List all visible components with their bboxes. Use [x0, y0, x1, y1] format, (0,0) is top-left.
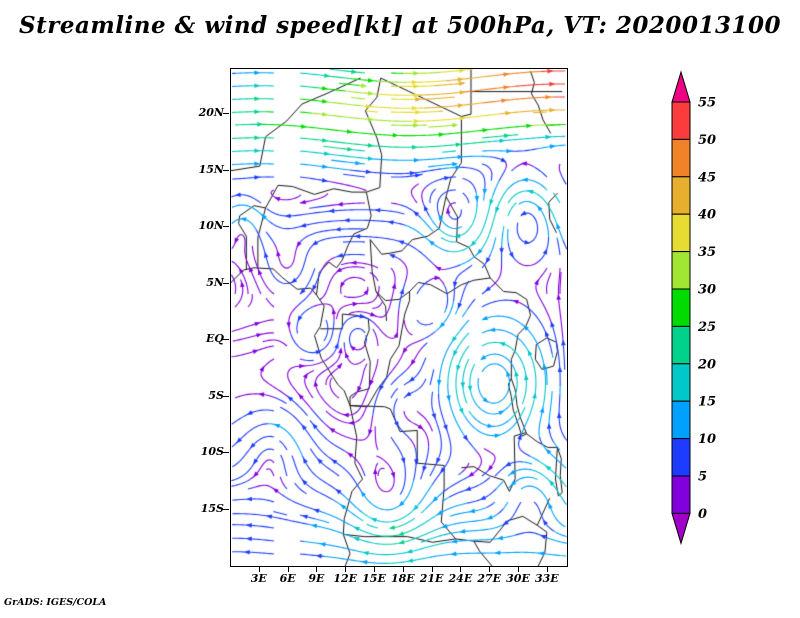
lon-tick-mark — [374, 567, 375, 572]
lat-axis-label: 20N — [198, 106, 224, 120]
colorbar-label: 30 — [698, 283, 716, 298]
colorbar-segment — [671, 176, 691, 215]
colorbar-segment — [671, 400, 691, 440]
lon-tick-mark — [316, 567, 318, 572]
lat-tick-mark — [223, 169, 229, 171]
lon-axis-label: 27E — [477, 572, 502, 585]
lat-tick-mark — [223, 452, 229, 454]
colorbar-label: 35 — [698, 245, 716, 260]
lat-axis-label: 15N — [198, 162, 224, 176]
colorbar-label: 40 — [698, 208, 716, 223]
lat-axis-label: 5S — [208, 388, 224, 402]
colorbar-segment — [671, 138, 691, 178]
lat-tick-mark — [223, 395, 229, 397]
lon-tick-mark — [460, 567, 462, 572]
lon-tick-mark — [345, 567, 347, 572]
colorbar-segment — [671, 251, 691, 290]
colorbar-label: 5 — [698, 470, 707, 485]
lat-tick-mark — [223, 113, 229, 115]
lon-axis-label: 18E — [390, 572, 415, 585]
lat-axis-label: EQ — [206, 332, 224, 346]
lon-axis-label: 33E — [534, 572, 559, 585]
colorbar-segment — [671, 475, 691, 514]
lon-tick-mark — [287, 567, 289, 572]
colorbar-segment — [671, 101, 691, 140]
lon-axis-label: 15E — [362, 572, 386, 585]
colorbar-segment — [671, 438, 691, 477]
lon-tick-mark — [489, 567, 491, 572]
lat-tick-mark — [223, 508, 229, 510]
map-plot-frame — [230, 68, 568, 567]
colorbar-label: 25 — [697, 320, 716, 335]
lon-tick-mark — [518, 567, 519, 572]
colorbar-segment — [671, 288, 691, 327]
lon-axis-label: 24E — [448, 572, 473, 585]
colorbar-segment — [671, 363, 691, 402]
colorbar-under-triangle — [671, 512, 691, 546]
colorbar-label: 10 — [698, 432, 716, 447]
lon-axis-label: 12E — [333, 572, 358, 585]
lon-axis-label: 21E — [419, 572, 444, 585]
colorbar-label: 0 — [698, 507, 707, 522]
lon-tick-mark — [402, 567, 404, 572]
lon-tick-mark — [258, 567, 260, 572]
lon-axis-label: 6E — [279, 572, 296, 585]
colorbar-segment — [671, 213, 691, 253]
colorbar-label: 50 — [698, 133, 716, 148]
colorbar-segment — [671, 325, 691, 365]
lon-axis-label: 3E — [250, 572, 267, 585]
lat-axis-label: 5N — [206, 275, 224, 289]
lat-axis-label: 10N — [198, 219, 224, 233]
lat-tick-mark — [223, 282, 229, 284]
lon-tick-mark — [431, 567, 433, 572]
attribution-text: GrADS: IGES/COLA — [4, 597, 107, 608]
lon-tick-mark — [546, 567, 548, 572]
lat-tick-mark — [223, 339, 229, 341]
colorbar-label: 55 — [698, 96, 716, 111]
colorbar-over-triangle — [671, 70, 691, 103]
colorbar-label: 45 — [698, 170, 716, 185]
colorbar-label: 15 — [698, 395, 716, 410]
lon-axis-label: 30E — [506, 572, 530, 585]
chart-title: Streamline & wind speed[kt] at 500hPa, V… — [19, 12, 781, 39]
colorbar-label: 20 — [697, 357, 716, 372]
streamline-map-canvas — [231, 69, 567, 566]
lat-axis-label: 10S — [200, 445, 224, 459]
lat-axis-label: 15S — [200, 501, 224, 515]
lat-tick-mark — [223, 226, 229, 228]
colorbar: 0 5 10 15 20 25 30 35 40 45 50 55 — [670, 70, 734, 550]
lon-axis-label: 9E — [308, 572, 325, 585]
